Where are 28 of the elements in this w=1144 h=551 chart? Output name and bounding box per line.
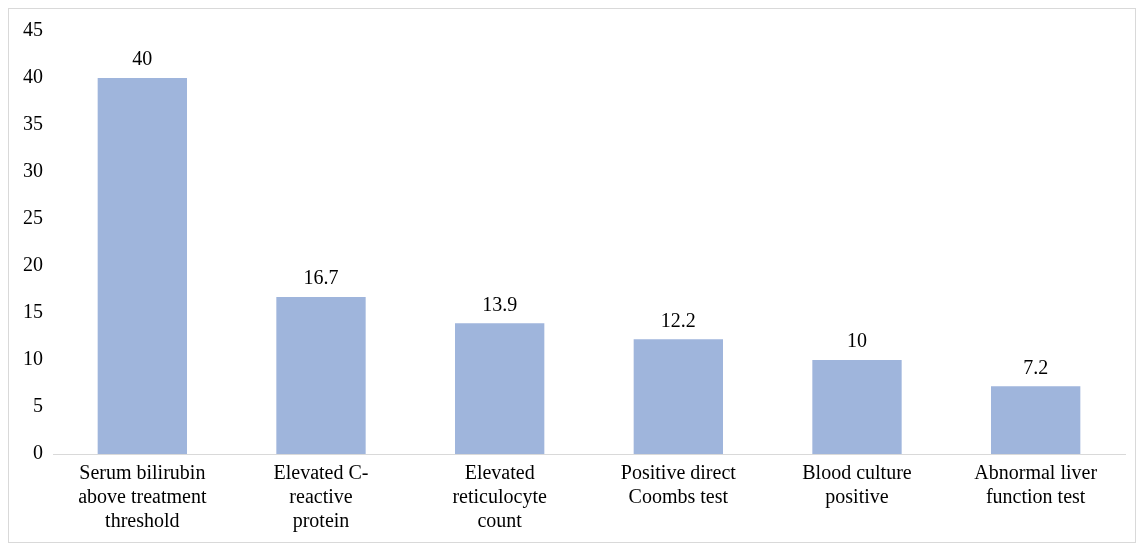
y-tick-label: 45	[23, 18, 43, 41]
x-tick-label: Elevated C-reactive protein	[273, 461, 369, 533]
y-tick-label: 25	[23, 206, 43, 229]
y-tick-label: 35	[23, 112, 43, 135]
data-label: 13.9	[482, 292, 518, 315]
data-label: 10	[847, 329, 867, 352]
bar	[991, 386, 1081, 454]
bar	[276, 297, 366, 454]
x-tick-label: Abnormal liver function test	[974, 461, 1098, 508]
data-label: 7.2	[1023, 355, 1049, 378]
bar	[97, 78, 187, 454]
x-tick-label: Serum bilirubin above treatment threshold	[78, 461, 207, 532]
data-label: 40	[132, 47, 153, 70]
bar	[455, 323, 545, 454]
y-tick-label: 15	[23, 300, 43, 323]
data-label: 16.7	[303, 266, 339, 289]
bar	[812, 360, 902, 454]
x-tick-label: Elevated reticulocyte count	[452, 461, 547, 532]
y-tick-label: 0	[33, 441, 43, 464]
y-tick-label: 20	[23, 253, 43, 276]
y-tick-label: 10	[23, 347, 43, 370]
data-label: 12.2	[660, 308, 696, 331]
y-tick-label: 5	[33, 394, 43, 417]
bar	[633, 339, 723, 454]
x-tick-label: Positive direct Coombs test	[620, 461, 737, 508]
y-tick-label: 40	[23, 65, 43, 88]
x-tick-label: Blood culture positive	[802, 461, 912, 509]
y-tick-label: 30	[23, 159, 43, 182]
